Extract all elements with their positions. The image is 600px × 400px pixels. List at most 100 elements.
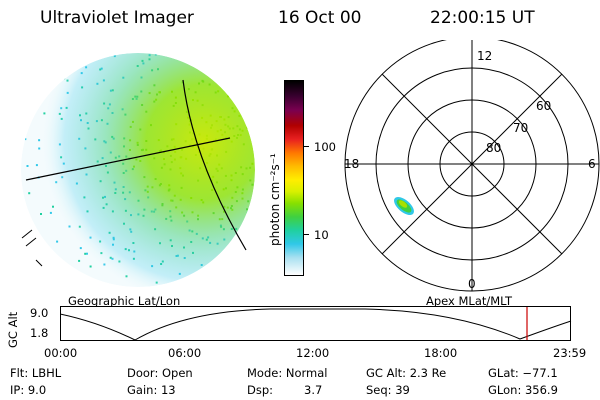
speckle-pixel [185,54,188,57]
aurora-blob [394,197,414,215]
speckle-pixel [244,92,247,95]
time-label: 22:00:15 UT [430,8,535,28]
speckle-pixel [249,271,252,274]
mlt-label-0: 0 [468,277,476,291]
speckle-pixel [248,94,251,97]
speckle-pixel [236,242,239,245]
speckle-pixel [168,53,170,54]
speckle-pixel [227,246,230,249]
info-ip: IP: 9.0 [10,383,47,397]
speckle-pixel [51,253,54,256]
speckle-pixel [220,269,223,272]
speckle-pixel [56,74,59,77]
mlt-label-12: 12 [477,49,492,63]
speckle-pixel [217,280,220,283]
speckle-pixel [80,54,83,56]
altitude-curve [60,308,572,341]
speckle-pixel [21,251,22,254]
speckle-pixel [216,62,219,65]
timeline-ytick-9: 9.0 [30,306,49,320]
speckle-pixel [232,246,235,248]
timeline-xtick-0000: 00:00 [44,346,78,360]
speckle-pixel [248,240,251,243]
speckle-pixel [33,69,36,72]
polar-diagonal-b [381,73,563,255]
speckle-pixel [229,62,232,64]
speckle-pixel [46,250,49,253]
auroral-image [21,50,259,290]
colorbar-tick-mark [304,146,309,147]
timeline-xtick-0600: 06:00 [168,346,202,360]
speckle-pixel [142,289,144,290]
speckle-pixel [21,203,24,206]
speckle-pixel [249,280,252,283]
speckle-pixel [258,233,259,235]
info-gain: Gain: 13 [127,383,176,397]
speckle-pixel [63,65,66,68]
speckle-pixel [222,53,225,56]
speckle-pixel [24,254,27,257]
info-seq: Seq: 39 [366,383,410,397]
lat-label-70: 70 [513,121,528,135]
mlt-label-18: 18 [344,157,359,171]
colorbar-tick-mark [304,234,309,235]
info-dsp-value: 3.7 [304,383,323,397]
speckle-pixel [221,75,224,78]
speckle-pixel [203,54,206,56]
lat-label-80: 80 [486,141,501,155]
timeline-frame [60,306,571,341]
speckle-pixel [250,217,253,220]
speckle-pixel [191,59,194,62]
speckle-pixel [215,77,218,80]
speckle-pixel [27,259,30,262]
speckle-pixel [245,78,248,81]
speckle-pixel [227,252,230,255]
mlt-label-6: 6 [588,157,596,171]
info-gc-alt: GC Alt: 2.3 Re [366,366,447,380]
speckle-pixel [255,151,257,153]
speckle-pixel [256,63,258,65]
speckle-pixel [224,54,227,57]
timeline-xtick-1800: 18:00 [424,346,458,360]
info-glon: GLon: 356.9 [488,383,558,397]
info-door: Door: Open [127,366,193,380]
speckle-pixel [248,50,250,52]
speckle-pixel [258,177,259,179]
speckle-pixel [241,97,244,100]
speckle-pixel [244,95,247,98]
speckle-pixel [248,211,251,214]
info-filter: Flt: LBHL [10,366,62,380]
speckle-pixel [240,232,243,235]
speckle-pixel [233,250,236,253]
speckle-pixel [251,95,254,98]
info-dsp-label: Dsp: [247,383,274,397]
timeline-right-label: Apex MLat/MLT [426,294,513,308]
speckle-pixel [47,53,50,56]
speckle-pixel [85,276,88,279]
speckle-pixel [251,54,254,57]
lat-label-60: 60 [536,99,551,113]
colorbar-tick-10: 10 [314,228,329,242]
speckle-pixel [240,68,243,71]
polar-plot: 12 0 18 6 80 70 60 [344,40,600,292]
terminator-line [182,79,247,251]
speckle-pixel [237,246,240,249]
timeline-axis-title: GC Alt [6,311,20,348]
speckle-pixel [244,93,247,96]
date-label: 16 Oct 00 [278,8,362,28]
timeline-xtick-2359: 23:59 [553,346,587,360]
speckle-pixel [253,91,255,94]
speckle-pixel [242,237,245,240]
image-disk [21,50,259,290]
edge-marks [21,229,43,267]
colorbar [284,80,304,276]
speckle-pixel [250,113,253,116]
timeline-left-label: Geographic Lat/Lon [68,294,181,308]
speckle-pixel [23,110,26,113]
speckle-pixel [41,81,44,84]
speckle-pixel [235,94,238,97]
speckle-pixel [247,270,250,273]
speckle-pixel [191,63,194,66]
speckle-pixel [96,51,98,53]
speckle-pixel [250,256,253,259]
